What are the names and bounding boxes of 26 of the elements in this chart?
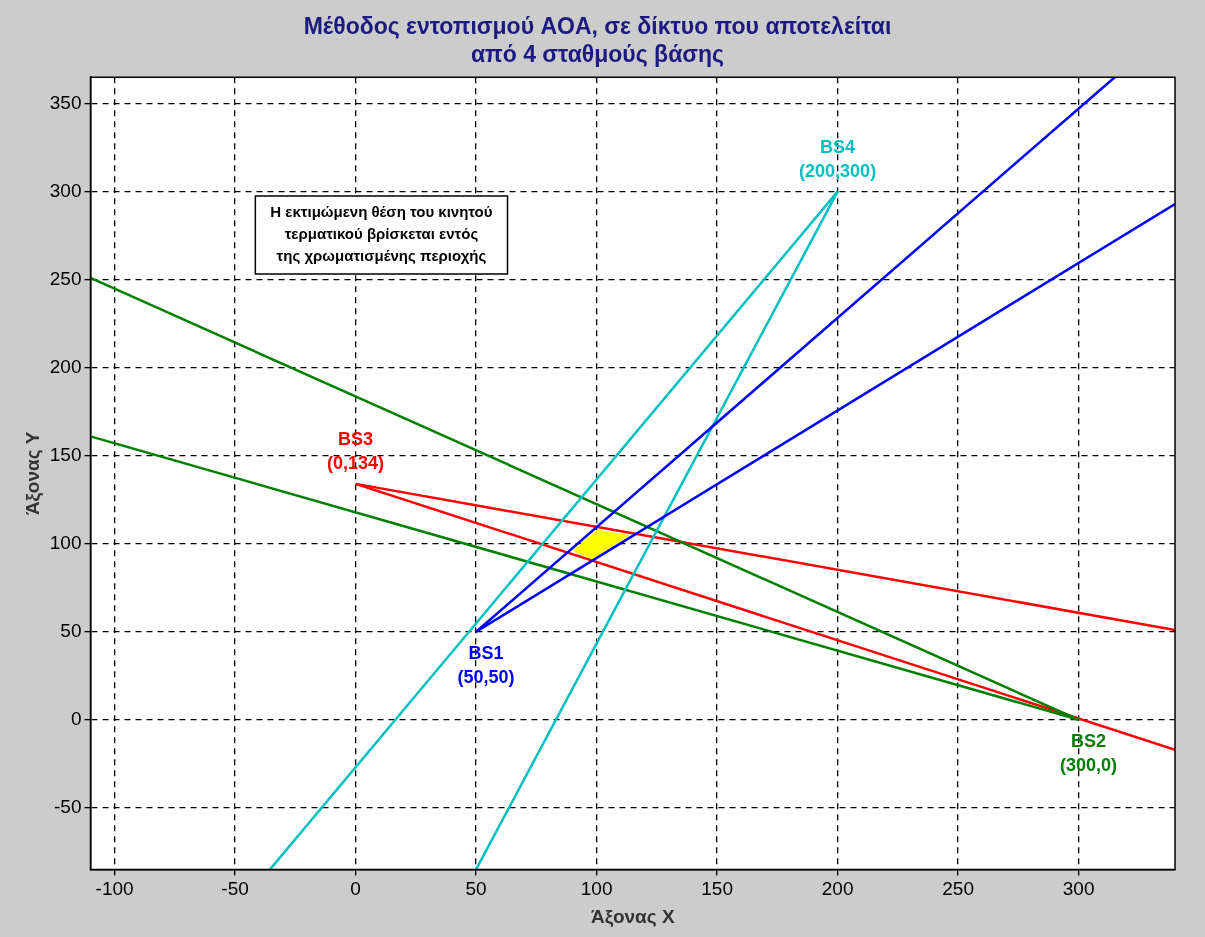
x-tick-label: -50 <box>221 878 249 900</box>
annotation: BS2 (300,0) <box>1060 730 1118 775</box>
y-tick-label: 0 <box>70 708 82 729</box>
y-tick-label: 300 <box>49 179 82 201</box>
y-tick-label: 100 <box>49 531 82 553</box>
annotation: Η εκτιμώμενη θέση του κινητού τερματικού βρίσκεται εντός της χρωματισμένης περιοχής <box>270 203 493 265</box>
x-tick-label: 0 <box>350 878 361 900</box>
x-tick-label: 50 <box>465 878 487 900</box>
y-tick-label: -50 <box>54 796 82 818</box>
x-tick-label: 150 <box>701 878 733 900</box>
y-tick-label: 350 <box>49 91 82 113</box>
y-tick-label: 200 <box>49 355 82 377</box>
y-tick-label: 250 <box>49 267 82 289</box>
annotation: BS1 (50,50) <box>457 642 515 687</box>
x-tick-label: 250 <box>942 878 974 900</box>
y-tick-label: 50 <box>60 619 82 641</box>
x-tick-label: 100 <box>580 878 613 900</box>
y-axis-title: Άξονας Y <box>21 431 44 516</box>
x-tick-label: 200 <box>821 878 854 900</box>
chart-title: Μέθοδος εντοπισμού AOA, σε δίκτυο που αποτελείται από 4 σταθμούς βάσης <box>303 13 892 67</box>
x-tick-label: -100 <box>95 878 134 900</box>
annotation: BS4 (200,300) <box>799 136 877 181</box>
x-axis-title: Άξονας X <box>590 905 675 928</box>
y-tick-label: 150 <box>49 443 82 465</box>
x-tick-label: 300 <box>1062 878 1095 900</box>
annotation: BS3 (0,134) <box>327 428 385 473</box>
